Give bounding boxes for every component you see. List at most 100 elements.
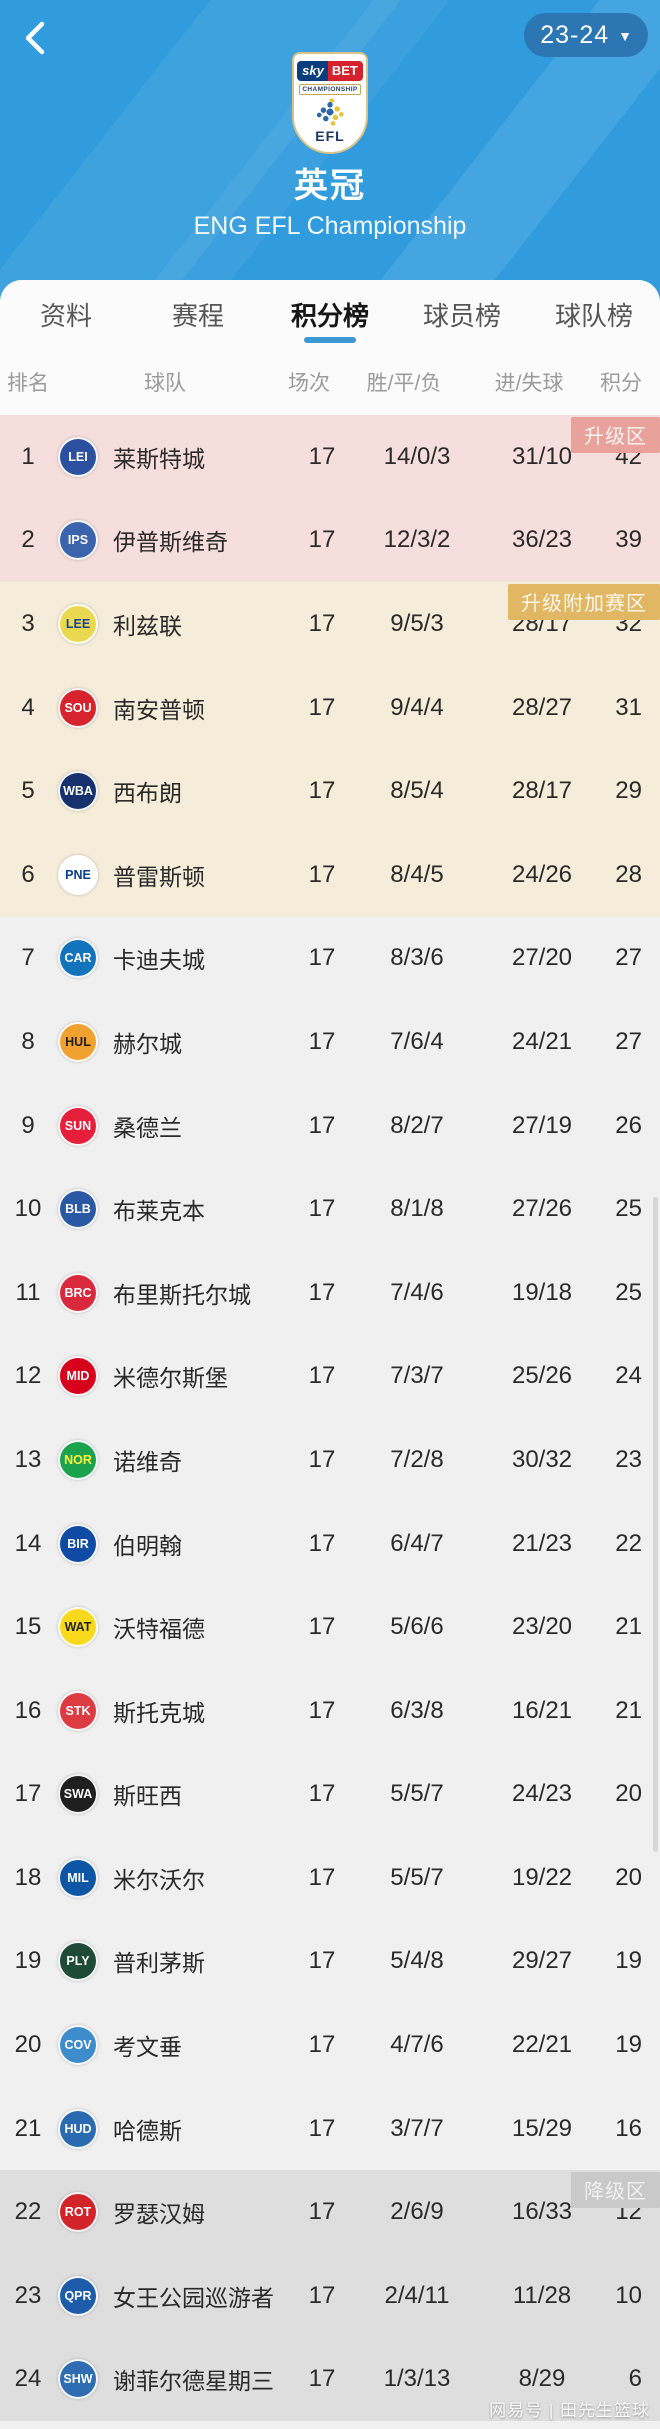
played-cell: 17: [308, 777, 336, 805]
tab-schedule[interactable]: 赛程: [132, 280, 264, 348]
scrollbar[interactable]: [653, 1197, 658, 1852]
rank-cell: 22: [14, 2198, 42, 2226]
team-logo: IPS: [58, 520, 98, 561]
table-row[interactable]: 6 PNE 普雷斯顿 17 8/4/5 24/26 28: [0, 833, 660, 917]
points-cell: 27: [615, 1027, 642, 1055]
table-row[interactable]: 18 MIL 米尔沃尔 17 5/5/7 19/22 20: [0, 1836, 660, 1920]
rank-cell: 7: [21, 944, 35, 972]
table-row[interactable]: 7 CAR 卡迪夫城 17 8/3/6 27/20 27: [0, 917, 660, 1001]
wdl-cell: 5/6/6: [390, 1613, 444, 1641]
sky-logo-text: sky: [297, 61, 328, 81]
table-row[interactable]: 17 SWA 斯旺西 17 5/5/7 24/23 20: [0, 1753, 660, 1837]
team-logo: STK: [58, 1690, 98, 1731]
points-cell: 26: [615, 1111, 642, 1139]
efl-label: EFL: [315, 128, 345, 144]
table-row[interactable]: 8 HUL 赫尔城 17 7/6/4 24/21 27: [0, 1000, 660, 1084]
zone-relegation: 降级区 22 ROT 罗瑟汉姆 17 2/6/9 16/33 12 23 QPR 女王公园巡游者 17…: [0, 2170, 660, 2422]
points-cell: 23: [615, 1445, 642, 1473]
tab-standings[interactable]: 积分榜: [264, 280, 396, 348]
team-name: 赫尔城: [113, 1030, 182, 1057]
played-cell: 17: [308, 442, 336, 470]
active-tab-underline: [304, 337, 356, 343]
goals-cell: 28/17: [511, 777, 573, 805]
rank-cell: 8: [21, 1027, 35, 1055]
team-name: 西布朗: [113, 780, 182, 807]
wdl-cell: 6/3/8: [390, 1696, 444, 1724]
table-row[interactable]: 16 STK 斯托克城 17 6/3/8 16/21 21: [0, 1669, 660, 1753]
tab-info[interactable]: 资料: [0, 280, 132, 348]
wdl-cell: 14/0/3: [383, 442, 451, 470]
wdl-cell: 4/7/6: [390, 2031, 444, 2059]
points-cell: 21: [615, 1696, 642, 1724]
played-cell: 17: [308, 2281, 336, 2309]
rank-cell: 18: [14, 1863, 42, 1891]
goals-cell: 16/21: [511, 1696, 573, 1724]
points-cell: 39: [615, 526, 642, 554]
zone-badge-relegation: 降级区: [571, 2172, 660, 2209]
watermark: 网易号 | 田先生篮球: [489, 2401, 650, 2420]
table-row[interactable]: 5 WBA 西布朗 17 8/5/4 28/17 29: [0, 749, 660, 833]
table-row[interactable]: 22 ROT 罗瑟汉姆 17 2/6/9 16/33 12: [0, 2170, 660, 2254]
back-button[interactable]: [16, 18, 56, 58]
zone-badge-playoff: 升级附加赛区: [508, 584, 660, 621]
table-row[interactable]: 11 BRC 布里斯托尔城 17 7/4/6 19/18 25: [0, 1251, 660, 1335]
rank-cell: 9: [21, 1111, 35, 1139]
played-cell: 17: [308, 1947, 336, 1975]
team-name: 米尔沃尔: [113, 1866, 205, 1893]
table-row[interactable]: 9 SUN 桑德兰 17 8/2/7 27/19 26: [0, 1084, 660, 1168]
played-cell: 17: [308, 1613, 336, 1641]
efl-ball-icon: [315, 97, 345, 127]
team-name: 伯明翰: [113, 1532, 182, 1559]
rank-cell: 4: [21, 693, 35, 721]
content-card: 资料 赛程 积分榜 球员榜 球队榜 排名 球队 场次 胜/平/负 进/失球 积分…: [0, 280, 660, 2429]
goals-cell: 24/23: [511, 1780, 573, 1808]
table-row[interactable]: 21 HUD 哈德斯 17 3/7/7 15/29 16: [0, 2087, 660, 2171]
table-row[interactable]: 19 PLY 普利茅斯 17 5/4/8 29/27 19: [0, 1920, 660, 2004]
team-name: 布里斯托尔城: [113, 1281, 251, 1308]
bet-logo-text: BET: [327, 61, 363, 81]
column-points: 积分: [600, 371, 642, 395]
wdl-cell: 5/5/7: [390, 1863, 444, 1891]
table-row[interactable]: 1 LEI 莱斯特城 17 14/0/3 31/10 42: [0, 415, 660, 499]
goals-cell: 19/18: [511, 1278, 573, 1306]
table-row[interactable]: 24 SHW 谢菲尔德星期三 17 1/3/13 8/29 6: [0, 2338, 660, 2422]
rank-cell: 6: [21, 860, 35, 888]
table-row[interactable]: 2 IPS 伊普斯维奇 17 12/3/2 36/23 39: [0, 499, 660, 583]
rank-cell: 21: [14, 2114, 42, 2142]
team-logo: BIR: [58, 1523, 98, 1564]
wdl-cell: 9/5/3: [390, 609, 444, 637]
tab-label: 球员榜: [422, 300, 501, 331]
table-row[interactable]: 12 MID 米德尔斯堡 17 7/3/7 25/26 24: [0, 1335, 660, 1419]
chevron-left-icon: [25, 21, 45, 55]
table-row[interactable]: 4 SOU 南安普顿 17 9/4/4 28/27 31: [0, 666, 660, 750]
team-logo: NOR: [58, 1439, 98, 1480]
table-row[interactable]: 15 WAT 沃特福德 17 5/6/6 23/20 21: [0, 1585, 660, 1669]
rank-cell: 10: [14, 1195, 42, 1223]
tab-label: 积分榜: [290, 300, 369, 331]
wdl-cell: 1/3/13: [383, 2365, 451, 2393]
team-logo: SOU: [58, 687, 98, 728]
wdl-cell: 5/5/7: [390, 1780, 444, 1808]
team-name: 普雷斯顿: [113, 863, 205, 890]
goals-cell: 15/29: [511, 2114, 573, 2142]
rank-cell: 1: [21, 442, 35, 470]
tab-teams[interactable]: 球队榜: [528, 280, 660, 348]
season-selector[interactable]: 23-24 ▼: [524, 13, 648, 57]
team-logo: COV: [58, 2025, 98, 2066]
points-cell: 31: [615, 693, 642, 721]
table-row[interactable]: 13 NOR 诺维奇 17 7/2/8 30/32 23: [0, 1418, 660, 1502]
goals-cell: 36/23: [511, 526, 573, 554]
team-name: 南安普顿: [113, 696, 205, 723]
tab-players[interactable]: 球员榜: [396, 280, 528, 348]
played-cell: 17: [308, 860, 336, 888]
wdl-cell: 7/4/6: [390, 1278, 444, 1306]
table-row[interactable]: 10 BLB 布莱克本 17 8/1/8 27/26 25: [0, 1167, 660, 1251]
zone-playoff: 升级附加赛区 3 LEE 利兹联 17 9/5/3 28/17 32 4 SOU 南安普顿 17 9/4…: [0, 582, 660, 917]
table-row[interactable]: 23 QPR 女王公园巡游者 17 2/4/11 11/28 10: [0, 2254, 660, 2338]
played-cell: 17: [308, 2365, 336, 2393]
table-row[interactable]: 20 COV 考文垂 17 4/7/6 22/21 19: [0, 2003, 660, 2087]
points-cell: 10: [615, 2281, 642, 2309]
team-logo: WBA: [58, 771, 98, 812]
team-name: 女王公园巡游者: [113, 2284, 274, 2311]
table-row[interactable]: 14 BIR 伯明翰 17 6/4/7 21/23 22: [0, 1502, 660, 1586]
